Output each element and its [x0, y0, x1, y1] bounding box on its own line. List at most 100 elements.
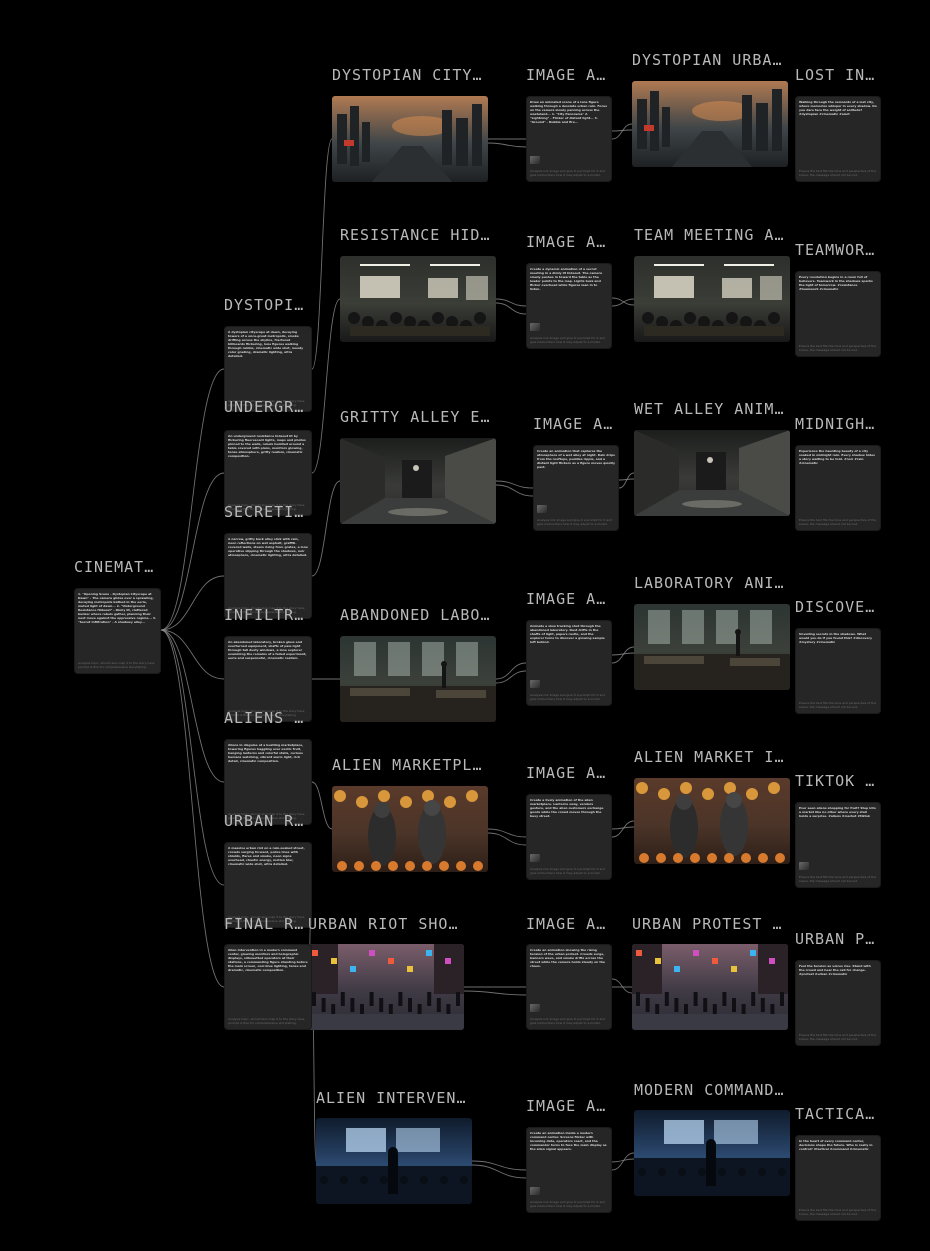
connection-wire [160, 575, 225, 631]
prompt-node-card[interactable]: Create an animation showing the rising t… [526, 944, 612, 1030]
generated-image[interactable] [308, 944, 464, 1030]
prompt-node-label: IMAGE A... [526, 590, 610, 608]
scene-node-card[interactable]: Aliens in disguise at a bustling marketp… [224, 739, 312, 825]
prompt-node-card[interactable]: Draw an animated scene of a lone figure … [526, 96, 612, 182]
caption-node-label: MIDNIGH... [795, 415, 875, 433]
caption-node-card-text: Ever seen aliens shopping for fruit? Ste… [799, 806, 876, 818]
animation-node-label: URBAN PROTEST ... [632, 915, 784, 933]
root-node-text: 1. "Opening Scene - Dystopian Cityscape … [78, 592, 157, 624]
scene-node-card-footnote: Analysis topic, should also map it to th… [228, 606, 306, 614]
generated-image[interactable] [340, 438, 496, 524]
animation-preview[interactable] [632, 944, 788, 1030]
connection-wire [471, 1164, 527, 1179]
caption-node-label: TEAMWOR... [795, 241, 875, 259]
prompt-node-card[interactable]: Create a dynamic animation of a secret m… [526, 263, 612, 349]
scene-node-card[interactable]: Alien intervention in a modern command c… [224, 944, 312, 1030]
caption-node-label: LOST IN... [795, 66, 875, 84]
animation-preview[interactable] [634, 778, 790, 864]
animation-preview[interactable] [632, 81, 788, 167]
animation-preview[interactable] [634, 604, 790, 690]
image-node-label: ALIEN MARKETPL... [332, 756, 482, 774]
scene-node-label: UNDERGR... [224, 398, 310, 416]
connection-wire [471, 1160, 527, 1171]
connection-wire [611, 820, 635, 838]
image-thumbnail-icon [530, 1187, 540, 1195]
caption-node-card-footnote: Ensure the text fits the tone and perspe… [799, 1208, 877, 1216]
scene-node-card-text: A narrow, gritty back alley slick with r… [228, 537, 308, 557]
caption-node-label: TACTICA... [795, 1105, 875, 1123]
connection-wire [611, 298, 635, 307]
scene-node-card-footnote: Analysis topic, should also map it to th… [228, 709, 306, 717]
root-node-card[interactable]: 1. "Opening Scene - Dystopian Cityscape … [74, 588, 161, 674]
image-thumbnail-icon [799, 862, 809, 870]
caption-node-card[interactable]: Walking through the remnants of a lost c… [795, 96, 881, 182]
connection-wire [611, 826, 635, 830]
connection-wire [495, 298, 527, 307]
prompt-node-card-text: Animate a slow tracking shot through the… [530, 624, 605, 644]
connection-wire [160, 629, 225, 783]
scene-node-card[interactable]: An underground resistance hideout lit by… [224, 430, 312, 516]
connection-wire [487, 828, 527, 838]
prompt-node-card-footnote: Analysis link image and give it a prompt… [537, 518, 613, 526]
image-thumbnail-icon [530, 854, 540, 862]
caption-node-card[interactable]: Ever seen aliens shopping for fruit? Ste… [795, 802, 881, 888]
scene-node-card[interactable]: A dystopian cityscape at dawn, decaying … [224, 326, 312, 412]
image-thumbnail-icon [530, 323, 540, 331]
connection-wire [618, 478, 635, 481]
animation-preview[interactable] [634, 430, 790, 516]
scene-node-label: ALIENS ... [224, 709, 310, 727]
caption-node-card[interactable]: Every revolution begins in a room full o… [795, 271, 881, 357]
generated-image[interactable] [332, 96, 488, 182]
caption-node-card-footnote: Ensure the text fits the tone and perspe… [799, 701, 877, 709]
image-thumbnail-icon [537, 505, 547, 513]
prompt-node-card[interactable]: Animate a slow tracking shot through the… [526, 620, 612, 706]
caption-node-label: DISCOVE... [795, 598, 875, 616]
scene-node-card[interactable]: A narrow, gritty back alley slick with r… [224, 533, 312, 619]
connection-wire [160, 368, 225, 631]
caption-node-card-footnote: Ensure the text fits the tone and perspe… [799, 169, 877, 177]
connection-wire [611, 129, 633, 132]
animation-node-label: DYSTOPIAN URBA... [632, 51, 784, 69]
connection-wire [495, 302, 527, 315]
caption-node-card[interactable]: Feel the tension as voices rise. Stand w… [795, 960, 881, 1046]
prompt-node-card[interactable]: Create a lively animation of the alien m… [526, 794, 612, 880]
prompt-node-card-footnote: Analysis link image and give it a prompt… [530, 336, 606, 344]
scene-node-card[interactable]: An abandoned laboratory, broken glass an… [224, 636, 312, 722]
connection-wire [487, 832, 527, 846]
connection-wire [611, 297, 635, 306]
prompt-node-card-text: Create a dynamic animation of a secret m… [530, 267, 603, 291]
caption-node-card[interactable]: Experience the haunting beauty of a city… [795, 445, 881, 531]
connection-wire [311, 480, 341, 577]
connection-wire [495, 670, 527, 684]
prompt-node-label: IMAGE A... [526, 233, 610, 251]
caption-node-card[interactable]: In the heart of every command center, de… [795, 1135, 881, 1221]
prompt-node-label: IMAGE A... [526, 1097, 610, 1115]
prompt-node-card-text: Create an animation inside a modern comm… [530, 1131, 607, 1151]
connection-wire [611, 646, 635, 664]
root-node-label: CINEMAT... [74, 558, 162, 576]
caption-node-card-text: Feel the tension as voices rise. Stand w… [799, 964, 871, 976]
prompt-node-card[interactable]: Create an animation inside a modern comm… [526, 1127, 612, 1213]
generated-image[interactable] [316, 1118, 472, 1204]
scene-node-card[interactable]: A massive urban riot on a rain-soaked st… [224, 842, 312, 928]
animation-preview[interactable] [634, 256, 790, 342]
connection-wire [311, 781, 333, 830]
generated-image[interactable] [340, 636, 496, 722]
connection-wire [160, 629, 225, 680]
generated-image[interactable] [340, 256, 496, 342]
generated-image[interactable] [332, 786, 488, 872]
prompt-node-card[interactable]: Create an animation that captures the at… [533, 445, 619, 531]
scene-node-label: SECRETI... [224, 503, 310, 521]
animation-node-label: LABORATORY ANI... [634, 574, 786, 592]
animation-preview[interactable] [634, 1110, 790, 1196]
image-node-label: DYSTOPIAN CITY... [332, 66, 482, 84]
connection-wire [160, 629, 225, 988]
scene-node-card-footnote: Analysis topic, should also map it to th… [228, 503, 306, 511]
scene-node-card-footnote: Analysis topic, should also map it to th… [228, 812, 306, 820]
root-node-footnote: Analysis topic, should also map it to th… [78, 661, 156, 669]
caption-node-card-text: In the heart of every command center, de… [799, 1139, 873, 1151]
image-thumbnail-icon [530, 680, 540, 688]
caption-node-card[interactable]: Unveiling secrets in the shadows. What w… [795, 628, 881, 714]
caption-node-label: TIKTOK ... [795, 772, 875, 790]
